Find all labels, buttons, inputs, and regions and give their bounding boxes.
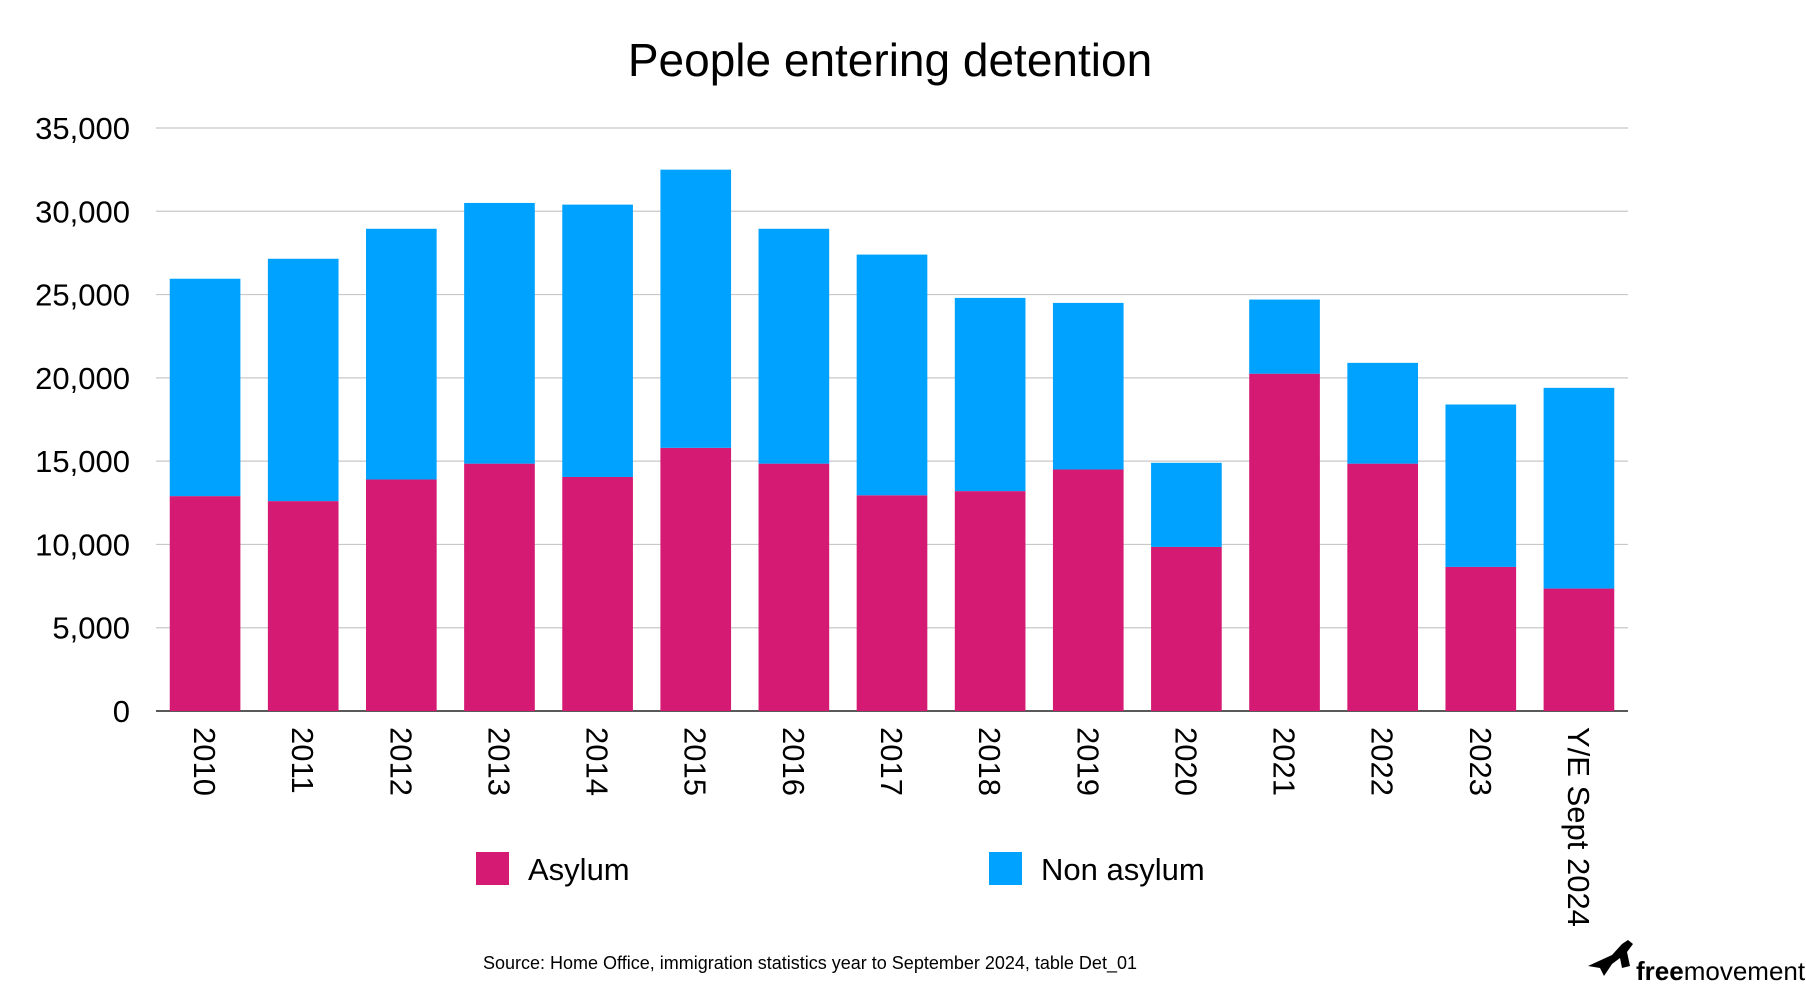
legend-swatch-asylum [476,852,509,885]
chart-title: People entering detention [628,34,1152,86]
x-tick-label-2022: 2022 [1365,727,1400,796]
bar-asylum-2016 [758,463,830,711]
x-tick-label-2015: 2015 [678,727,713,796]
y-tick-label-15000: 15,000 [35,444,130,479]
logo-word-free: free [1636,956,1684,986]
bar-non-asylum-2010 [169,278,241,497]
bar-non-asylum-2013 [464,202,535,464]
y-tick-label-0: 0 [113,694,130,729]
bar-asylum-2012 [366,479,437,711]
bar-asylum-2011 [267,501,339,711]
bar-asylum-2018 [954,491,1026,711]
y-axis: 0 5,000 10,000 15,000 20,000 25,000 30,000 35,0… [35,111,130,729]
x-tick-label-2016: 2016 [776,727,811,796]
bar-asylum-2017 [856,495,928,711]
logo-word-movement: movement [1684,956,1806,986]
y-tick-label-10000: 10,000 [35,527,130,562]
bar-asylum-2022 [1347,463,1418,711]
legend-label-non-asylum: Non asylum [1041,852,1205,887]
x-tick-label-y-e-sept-2024: Y/E Sept 2024 [1561,727,1596,927]
bar-non-asylum-2015 [660,169,732,448]
x-axis: 2010 2011 2012 2013 2014 2015 2016 2017 2018 2019… [187,727,1596,927]
bar-non-asylum-2012 [366,228,437,480]
bar-non-asylum-2017 [856,254,928,496]
bar-non-asylum-2019 [1052,302,1124,470]
bar-asylum-y-e-sept-2024 [1543,588,1615,711]
y-tick-label-30000: 30,000 [35,194,130,229]
y-tick-label-5000: 5,000 [52,611,130,646]
svg-text:freemovement: freemovement [1636,956,1806,986]
x-tick-label-2019: 2019 [1070,727,1105,796]
legend-swatch-non-asylum [989,852,1022,885]
x-tick-label-2018: 2018 [972,727,1007,796]
x-tick-label-2014: 2014 [580,727,615,796]
bar-non-asylum-2020 [1151,462,1222,547]
x-tick-label-2013: 2013 [481,727,516,796]
bar-non-asylum-2023 [1445,404,1517,567]
bars [169,169,1615,711]
bar-asylum-2021 [1249,373,1320,711]
bar-asylum-2013 [464,463,535,711]
bar-non-asylum-2018 [954,297,1026,492]
bar-asylum-2015 [660,447,732,711]
bar-non-asylum-2014 [562,204,633,477]
bar-non-asylum-2022 [1347,362,1418,464]
x-tick-label-2021: 2021 [1267,727,1302,796]
bar-non-asylum-2021 [1249,299,1320,374]
x-tick-label-2017: 2017 [874,727,909,796]
bar-asylum-2020 [1151,546,1222,711]
bar-asylum-2014 [562,476,633,711]
bar-asylum-2010 [169,496,241,711]
legend: Asylum Non asylum [476,852,1205,887]
x-tick-label-2020: 2020 [1168,727,1203,796]
y-tick-label-25000: 25,000 [35,278,130,313]
freemovement-logo: freemovement [1588,940,1806,986]
x-tick-label-2010: 2010 [187,727,222,796]
bar-non-asylum-y-e-sept-2024 [1543,387,1615,589]
bird-icon [1588,940,1633,976]
y-tick-label-35000: 35,000 [35,111,130,146]
bar-non-asylum-2011 [267,258,339,502]
legend-label-asylum: Asylum [528,852,630,887]
x-tick-label-2011: 2011 [285,727,320,794]
bar-non-asylum-2016 [758,228,830,464]
source-note: Source: Home Office, immigration statist… [483,953,1137,974]
y-tick-label-20000: 20,000 [35,361,130,396]
bar-asylum-2023 [1445,566,1517,711]
x-tick-label-2012: 2012 [383,727,418,796]
bar-asylum-2019 [1052,469,1124,711]
x-tick-label-2023: 2023 [1463,727,1498,796]
